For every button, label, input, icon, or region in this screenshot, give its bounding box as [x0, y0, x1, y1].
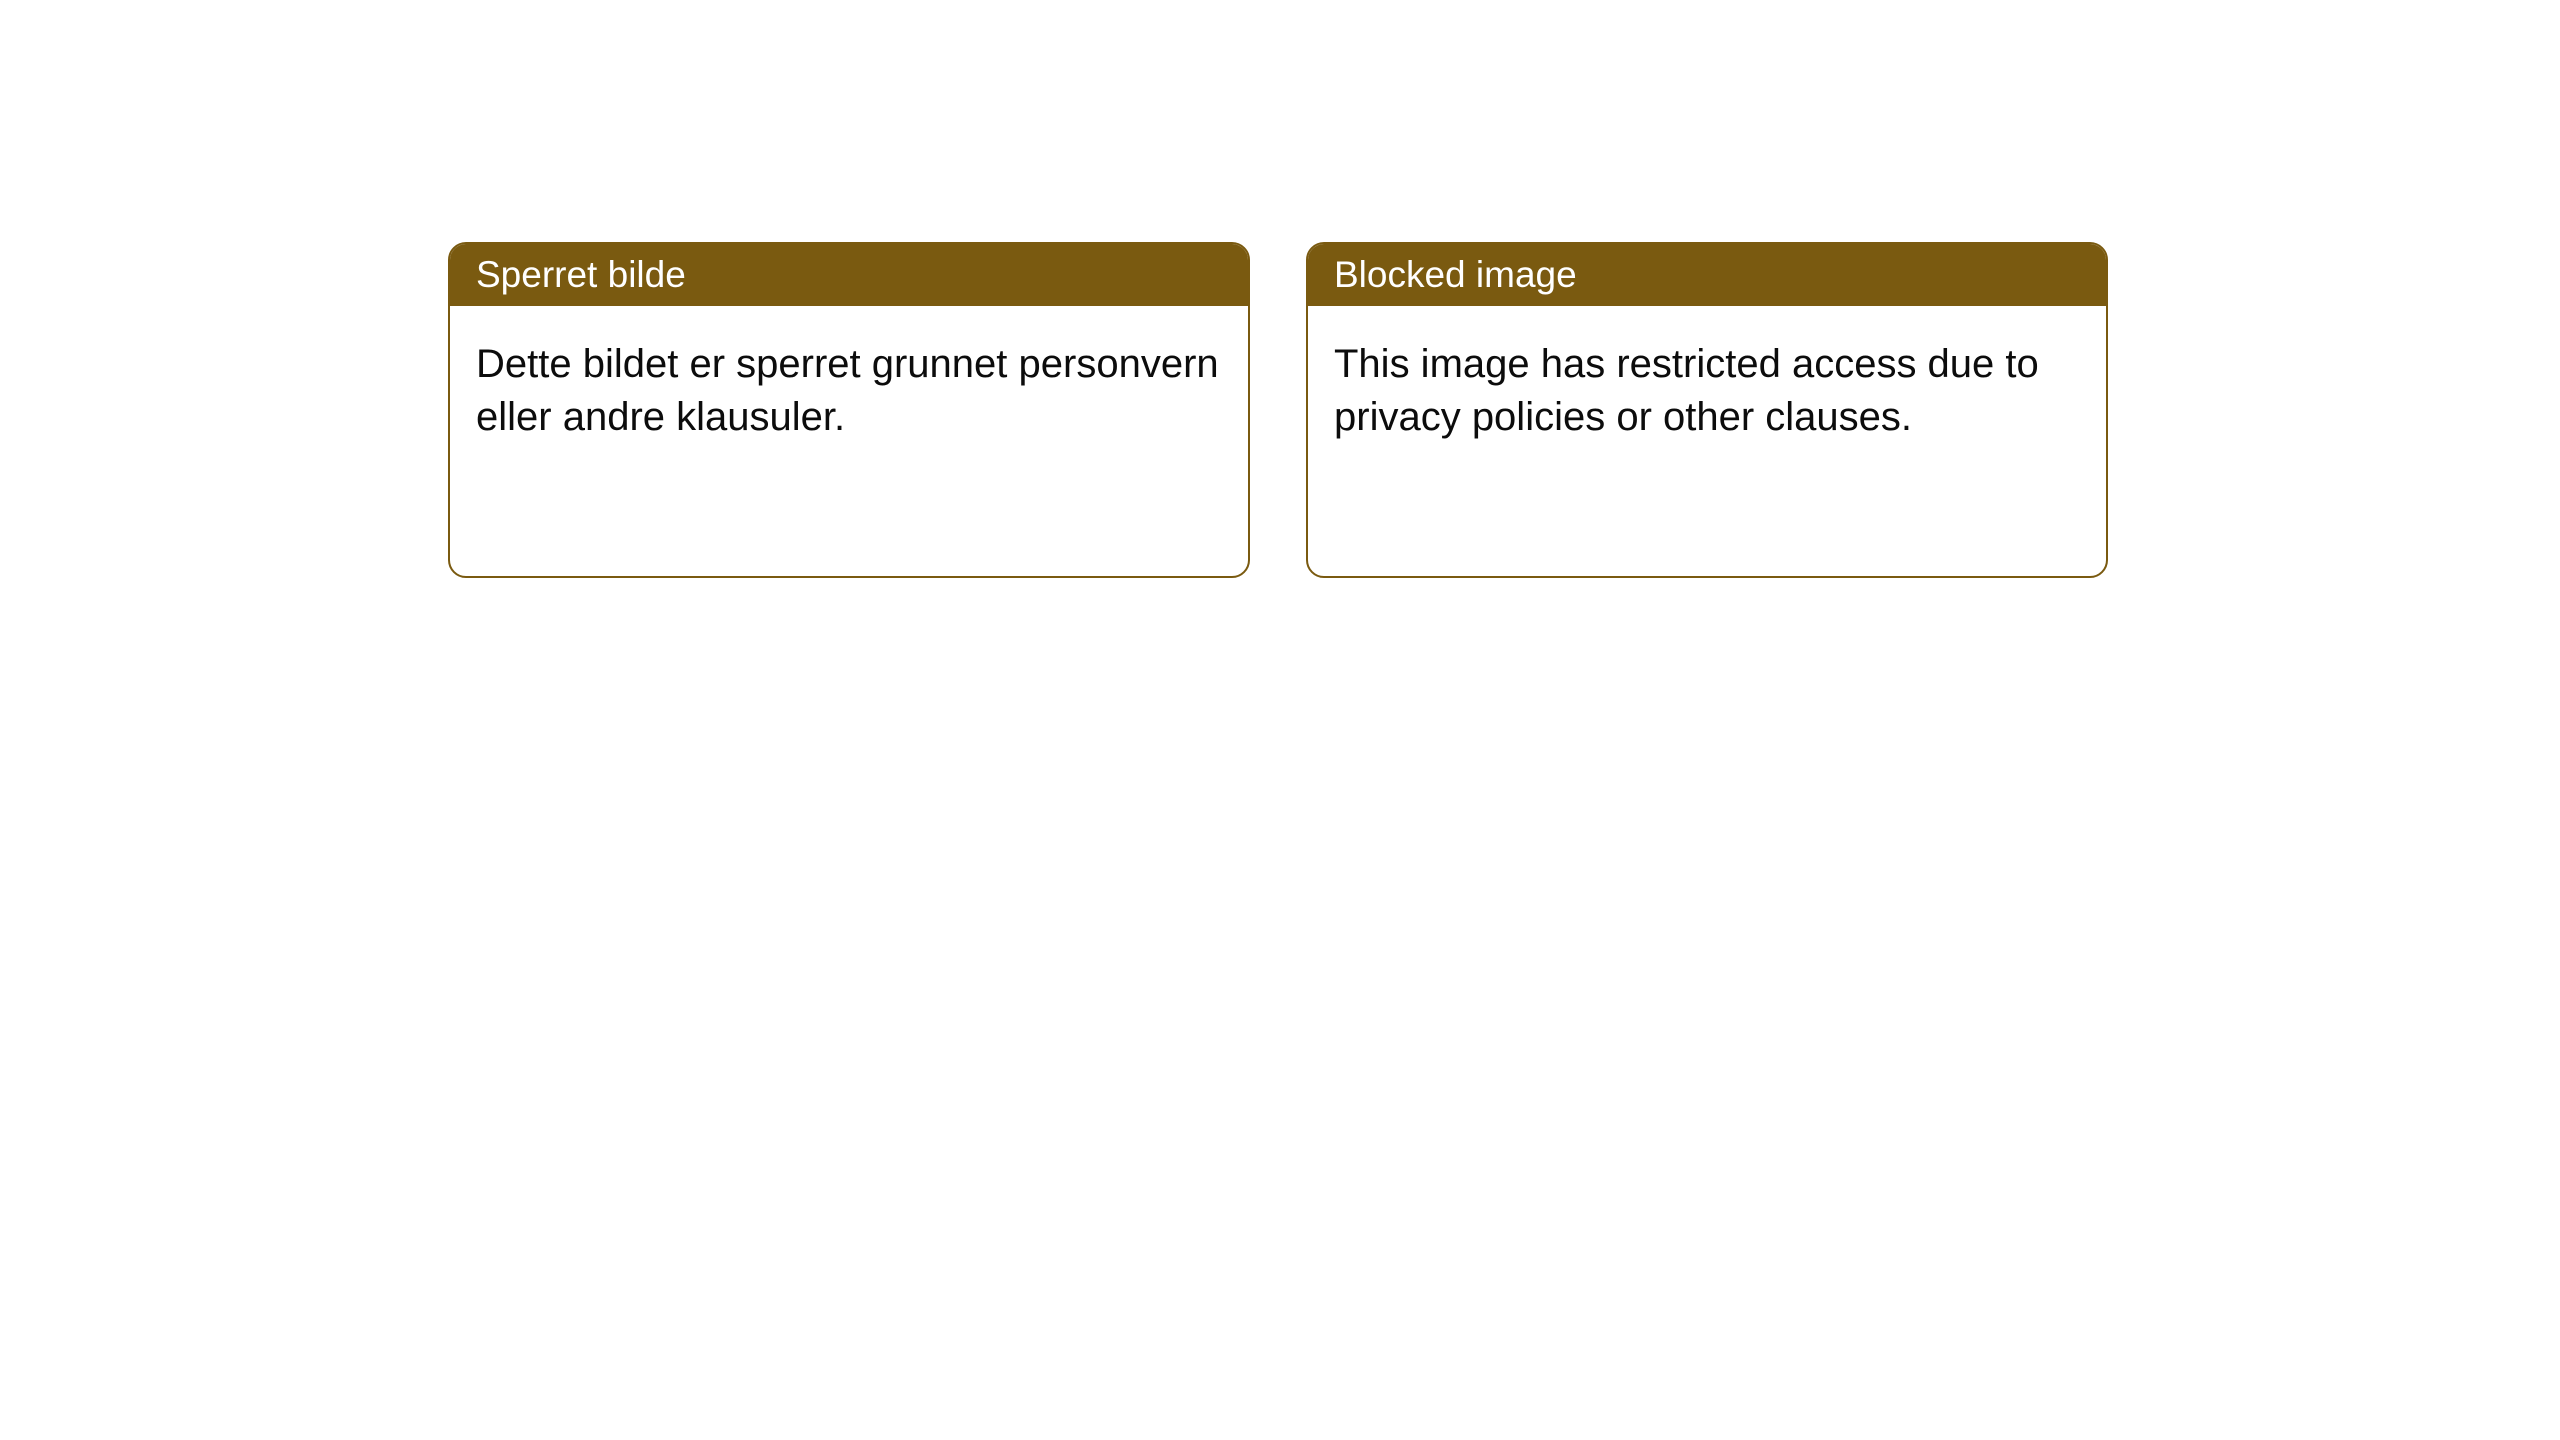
card-body-no: Dette bildet er sperret grunnet personve… — [450, 306, 1248, 576]
notice-container: Sperret bilde Dette bildet er sperret gr… — [0, 0, 2560, 578]
card-body-en: This image has restricted access due to … — [1308, 306, 2106, 576]
card-message-en: This image has restricted access due to … — [1334, 342, 2039, 439]
card-title-en: Blocked image — [1334, 254, 1577, 295]
blocked-image-card-en: Blocked image This image has restricted … — [1306, 242, 2108, 578]
blocked-image-card-no: Sperret bilde Dette bildet er sperret gr… — [448, 242, 1250, 578]
card-header-no: Sperret bilde — [450, 244, 1248, 306]
card-title-no: Sperret bilde — [476, 254, 686, 295]
card-message-no: Dette bildet er sperret grunnet personve… — [476, 342, 1219, 439]
card-header-en: Blocked image — [1308, 244, 2106, 306]
